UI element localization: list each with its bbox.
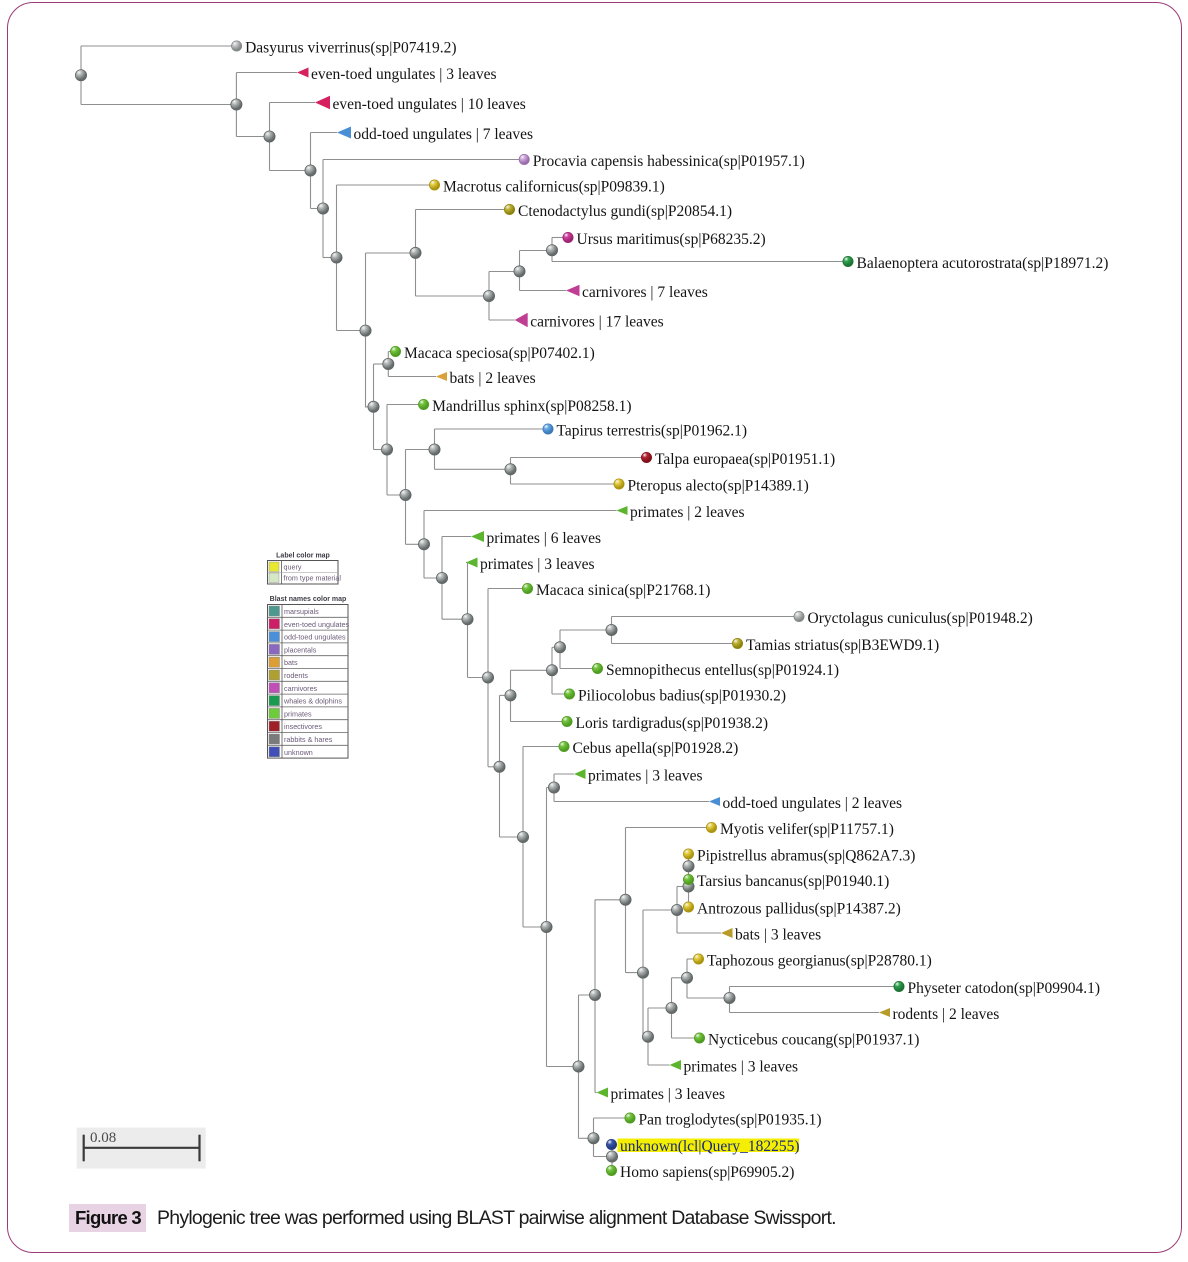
svg-text:rabbits & hares: rabbits & hares bbox=[284, 735, 333, 744]
svg-text:Tamias striatus(sp|B3EWD9.1): Tamias striatus(sp|B3EWD9.1) bbox=[746, 637, 939, 654]
svg-text:marsupials: marsupials bbox=[284, 607, 319, 616]
svg-text:Macaca speciosa(sp|P07402.1): Macaca speciosa(sp|P07402.1) bbox=[404, 345, 595, 362]
svg-text:Taphozous georgianus(sp|P28780: Taphozous georgianus(sp|P28780.1) bbox=[707, 952, 932, 969]
svg-text:Physeter catodon(sp|P09904.1): Physeter catodon(sp|P09904.1) bbox=[908, 980, 1101, 997]
svg-text:Macrotus californicus(sp|P0983: Macrotus californicus(sp|P09839.1) bbox=[443, 178, 665, 195]
svg-text:Homo sapiens(sp|P69905.2): Homo sapiens(sp|P69905.2) bbox=[620, 1164, 794, 1181]
svg-text:query: query bbox=[284, 563, 302, 572]
svg-text:primates | 3 leaves: primates | 3 leaves bbox=[588, 767, 703, 784]
svg-text:Myotis velifer(sp|P11757.1): Myotis velifer(sp|P11757.1) bbox=[720, 821, 894, 838]
svg-text:Tapirus terrestris(sp|P01962.1: Tapirus terrestris(sp|P01962.1) bbox=[557, 422, 748, 439]
svg-text:odd-toed ungulates | 2 leaves: odd-toed ungulates | 2 leaves bbox=[723, 795, 903, 812]
svg-text:carnivores | 17 leaves: carnivores | 17 leaves bbox=[530, 313, 664, 330]
svg-text:0.08: 0.08 bbox=[90, 1130, 116, 1146]
svg-text:Mandrillus sphinx(sp|P08258.1): Mandrillus sphinx(sp|P08258.1) bbox=[432, 398, 631, 415]
svg-text:from type material: from type material bbox=[284, 574, 342, 583]
svg-text:Ursus maritimus(sp|P68235.2): Ursus maritimus(sp|P68235.2) bbox=[577, 231, 766, 248]
svg-text:Pan troglodytes(sp|P01935.1): Pan troglodytes(sp|P01935.1) bbox=[639, 1111, 822, 1128]
svg-text:Label color map: Label color map bbox=[276, 553, 330, 560]
svg-text:Procavia capensis habessinica(: Procavia capensis habessinica(sp|P01957.… bbox=[533, 153, 805, 170]
svg-text:rodents | 2 leaves: rodents | 2 leaves bbox=[893, 1006, 1000, 1023]
svg-text:Blast names color map: Blast names color map bbox=[270, 596, 347, 603]
svg-text:unknown(lcl|Query_182255): unknown(lcl|Query_182255) bbox=[620, 1138, 800, 1155]
svg-text:Oryctolagus cuniculus(sp|P0194: Oryctolagus cuniculus(sp|P01948.2) bbox=[808, 610, 1033, 627]
svg-text:Pteropus alecto(sp|P14389.1): Pteropus alecto(sp|P14389.1) bbox=[628, 477, 809, 494]
svg-text:bats: bats bbox=[284, 658, 298, 667]
svg-text:even-toed ungulates | 3 leaves: even-toed ungulates | 3 leaves bbox=[311, 66, 497, 83]
svg-text:Talpa europaea(sp|P01951.1): Talpa europaea(sp|P01951.1) bbox=[655, 451, 835, 468]
svg-text:primates | 3 leaves: primates | 3 leaves bbox=[480, 556, 595, 573]
svg-text:primates | 3 leaves: primates | 3 leaves bbox=[611, 1086, 726, 1103]
svg-text:Balaenoptera acutorostrata(sp|: Balaenoptera acutorostrata(sp|P18971.2) bbox=[857, 255, 1109, 272]
svg-text:bats | 2 leaves: bats | 2 leaves bbox=[450, 370, 536, 387]
svg-text:unknown: unknown bbox=[284, 748, 313, 757]
svg-text:Tarsius bancanus(sp|P01940.1): Tarsius bancanus(sp|P01940.1) bbox=[697, 873, 889, 890]
svg-text:carnivores | 7 leaves: carnivores | 7 leaves bbox=[582, 284, 708, 301]
svg-text:Antrozous pallidus(sp|P14387.2: Antrozous pallidus(sp|P14387.2) bbox=[697, 900, 901, 917]
svg-text:carnivores: carnivores bbox=[284, 684, 318, 693]
svg-text:Macaca sinica(sp|P21768.1): Macaca sinica(sp|P21768.1) bbox=[536, 582, 710, 599]
svg-text:Ctenodactylus gundi(sp|P20854.: Ctenodactylus gundi(sp|P20854.1) bbox=[518, 203, 732, 220]
svg-text:Pipistrellus abramus(sp|Q862A7: Pipistrellus abramus(sp|Q862A7.3) bbox=[697, 847, 915, 864]
svg-text:Nycticebus coucang(sp|P01937.1: Nycticebus coucang(sp|P01937.1) bbox=[708, 1031, 919, 1048]
svg-text:odd-toed ungulates: odd-toed ungulates bbox=[284, 633, 346, 642]
svg-text:Piliocolobus badius(sp|P01930.: Piliocolobus badius(sp|P01930.2) bbox=[578, 687, 786, 704]
svg-text:even-toed ungulates | 10 leave: even-toed ungulates | 10 leaves bbox=[333, 96, 526, 113]
svg-text:primates: primates bbox=[284, 709, 312, 718]
svg-text:primates | 3 leaves: primates | 3 leaves bbox=[684, 1058, 799, 1075]
svg-text:Dasyurus viverrinus(sp|P07419.: Dasyurus viverrinus(sp|P07419.2) bbox=[245, 39, 456, 56]
svg-text:primates | 2 leaves: primates | 2 leaves bbox=[630, 504, 745, 521]
svg-text:Semnopithecus entellus(sp|P019: Semnopithecus entellus(sp|P01924.1) bbox=[606, 662, 839, 679]
svg-text:placentals: placentals bbox=[284, 645, 317, 654]
svg-text:primates | 6 leaves: primates | 6 leaves bbox=[487, 530, 602, 547]
svg-text:insectivores: insectivores bbox=[284, 722, 322, 731]
svg-text:even-toed ungulates: even-toed ungulates bbox=[284, 620, 350, 629]
svg-text:whales & dolphins: whales & dolphins bbox=[283, 697, 342, 706]
svg-text:Cebus apella(sp|P01928.2): Cebus apella(sp|P01928.2) bbox=[573, 740, 739, 757]
svg-text:rodents: rodents bbox=[284, 671, 308, 680]
svg-text:bats | 3 leaves: bats | 3 leaves bbox=[735, 926, 821, 943]
svg-text:Loris tardigradus(sp|P01938.2): Loris tardigradus(sp|P01938.2) bbox=[576, 715, 769, 732]
svg-text:odd-toed ungulates | 7 leaves: odd-toed ungulates | 7 leaves bbox=[354, 126, 534, 143]
